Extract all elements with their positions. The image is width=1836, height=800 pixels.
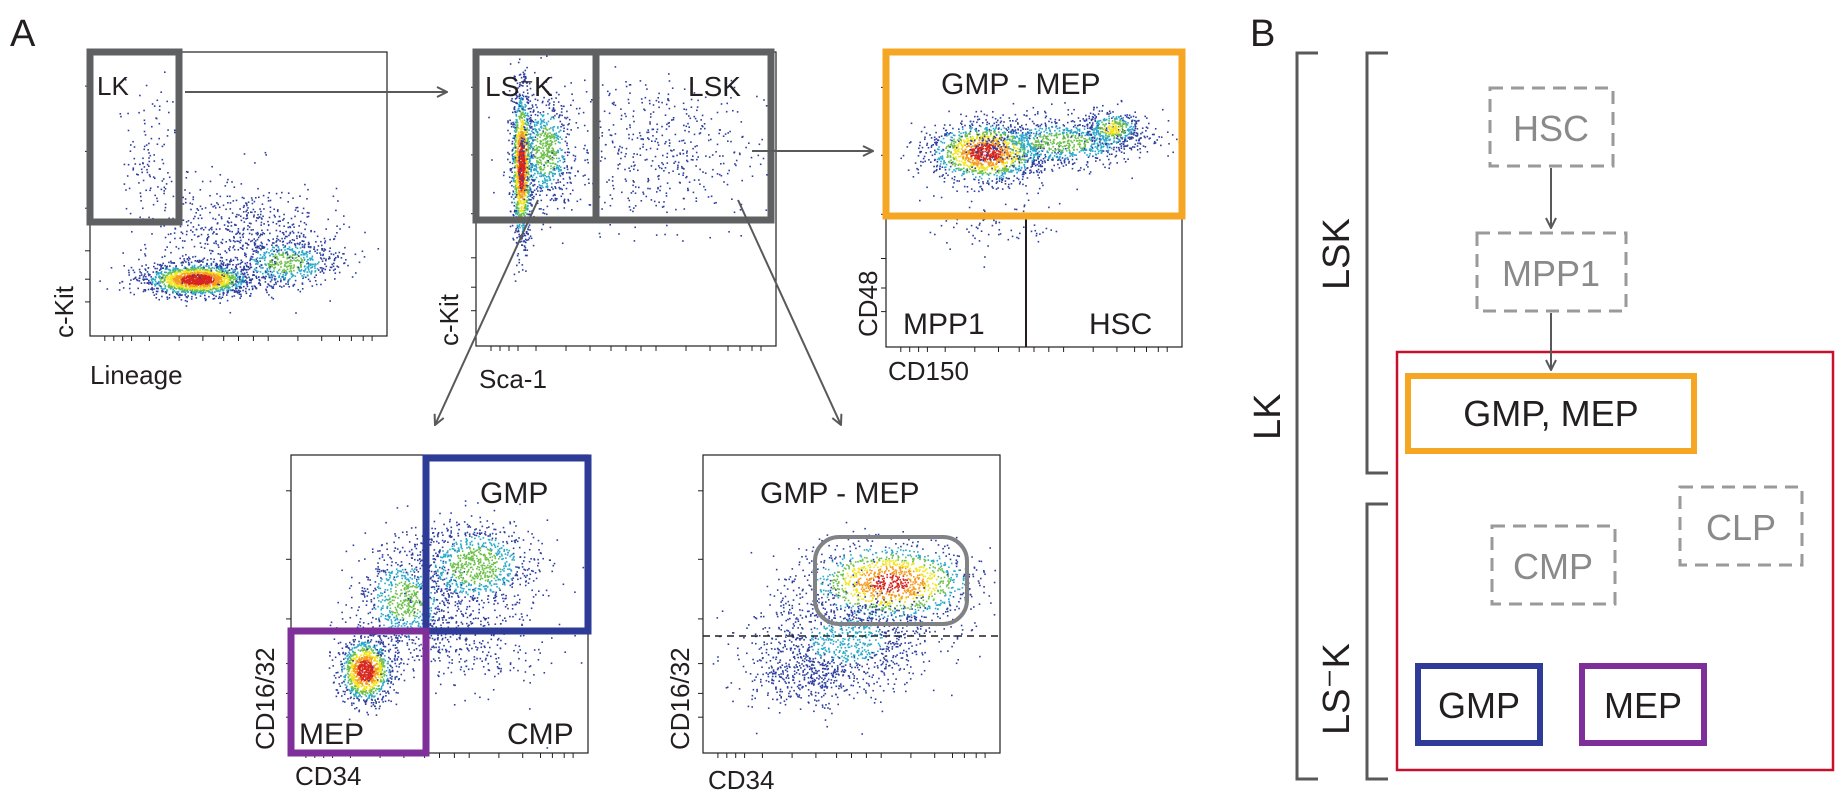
scatter-dots	[900, 99, 1180, 268]
lk-bracket-label: LK	[1247, 394, 1289, 440]
scatter-dots	[328, 500, 585, 749]
hsc-node	[1488, 86, 1615, 168]
arrow-lsk-to-cd34	[737, 199, 841, 425]
hsc-node-label: HSC	[1513, 108, 1589, 149]
axis-ticks	[881, 86, 1168, 352]
y-axis-label: CD16/32	[250, 647, 280, 750]
plot-sca1-ckit: LS⁻K LSK Sca-1 c-Kit	[434, 48, 777, 394]
x-axis-label: CD34	[295, 761, 361, 791]
mpp1-gate-label: MPP1	[903, 308, 985, 341]
plot-lineage-ckit: LK Lineage c-Kit	[49, 48, 388, 390]
scatter-dots	[488, 53, 776, 282]
mep-gate-label: MEP	[299, 718, 364, 751]
x-axis-label: CD34	[708, 765, 774, 795]
plot-cd150-cd48: GMP - MEP MPP1 HSC CD150 CD48	[853, 48, 1186, 386]
plot-cd34-cd16-gmp-mep: GMP - MEP CD34 CD16/32	[665, 454, 1001, 795]
lk-gate-label: LK	[97, 71, 129, 101]
plot-title: GMP - MEP	[760, 477, 919, 510]
gmp-mep-gate	[882, 48, 1186, 220]
lsk-bracket	[1365, 51, 1388, 475]
mpp1-node	[1475, 231, 1628, 313]
axis-ticks	[698, 490, 986, 758]
mep-gate	[287, 627, 430, 757]
lsk-neg-gate-label: LS⁻K	[485, 71, 553, 102]
y-axis-label: c-Kit	[434, 293, 464, 346]
gmp-gate-label: GMP	[480, 477, 548, 510]
x-axis-label: CD150	[888, 356, 969, 386]
gmp-node-label: GMP	[1438, 685, 1520, 726]
axis-ticks	[471, 86, 762, 351]
scatter-dots	[99, 71, 380, 314]
mep-node-label: MEP	[1604, 685, 1682, 726]
lsk-neg-bracket	[1365, 502, 1388, 781]
gmp-mep-node-label: GMP, MEP	[1463, 393, 1638, 434]
y-axis-label: CD48	[853, 271, 883, 337]
gmp-mep-node	[1405, 373, 1697, 454]
panel-b-letter: B	[1250, 13, 1275, 55]
mpp1-node-label: MPP1	[1502, 253, 1600, 294]
clp-node-label: CLP	[1706, 507, 1776, 548]
hierarchy-brackets: LK LSK LS⁻K	[1247, 51, 1388, 781]
panel-a-letter: A	[10, 13, 36, 55]
gating-arrows	[185, 92, 873, 425]
cmp-node	[1490, 524, 1617, 606]
scatter-dots	[712, 521, 996, 735]
gmp-gate	[422, 454, 592, 635]
lk-bracket	[1295, 51, 1318, 781]
clp-node	[1678, 485, 1804, 567]
gmp-node	[1415, 663, 1543, 746]
x-axis-label: Sca-1	[479, 364, 547, 394]
lsk-neg-region-box	[1395, 350, 1835, 772]
y-axis-label: CD16/32	[665, 647, 695, 750]
axis-ticks	[85, 85, 373, 341]
hsc-gate-label: HSC	[1089, 308, 1152, 341]
x-axis-label: Lineage	[90, 360, 183, 390]
cmp-node-label: CMP	[1513, 546, 1593, 587]
lk-gate	[86, 48, 183, 226]
lsk-neg-bracket-label: LS⁻K	[1316, 643, 1358, 735]
gmp-mep-gate-label: GMP - MEP	[941, 68, 1100, 101]
y-axis-label: c-Kit	[49, 285, 79, 338]
lsk-gate-label: LSK	[688, 71, 741, 102]
mep-node	[1579, 663, 1707, 746]
gmp-mep-gate	[813, 535, 969, 626]
cmp-gate-label: CMP	[507, 718, 574, 751]
lsk-gate	[592, 48, 775, 224]
plot-frame	[89, 51, 388, 337]
arrow-lsk-neg-to-cd34	[435, 199, 539, 425]
plot-cd34-cd16-quadrants: GMP MEP CMP CD34 CD16/32	[250, 454, 592, 791]
lsk-bracket-label: LSK	[1316, 218, 1358, 290]
hierarchy-nodes: HSC MPP1 GMP, MEP CMP CLP GMP MEP	[1405, 86, 1804, 746]
